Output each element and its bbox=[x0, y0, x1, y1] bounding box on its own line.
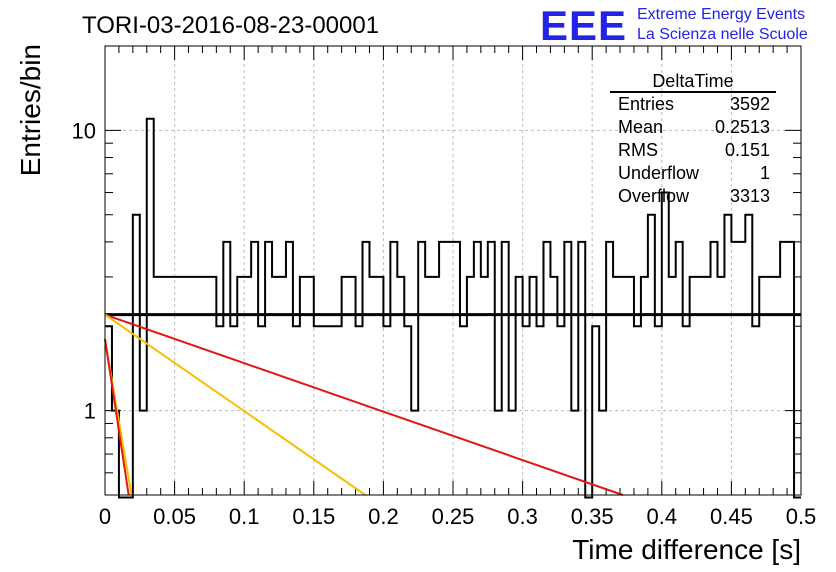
plot-frame bbox=[104, 45, 802, 496]
stats-title: DeltaTime bbox=[652, 71, 733, 91]
x-tick-label: 0.2 bbox=[368, 504, 399, 529]
x-axis-label: Time difference [s] bbox=[572, 534, 801, 565]
fit-line bbox=[104, 338, 130, 496]
fit-line bbox=[104, 313, 624, 496]
eee-logo: EEE bbox=[540, 2, 627, 49]
stats-row-label: RMS bbox=[618, 140, 658, 160]
y-tick-label: 1 bbox=[84, 399, 96, 424]
project-name: Extreme Energy Events bbox=[637, 6, 805, 23]
histogram-steps bbox=[105, 117, 801, 499]
stats-row-label: Mean bbox=[618, 117, 663, 137]
x-tick-label: 0.3 bbox=[507, 504, 538, 529]
stats-row-label: Underflow bbox=[618, 163, 700, 183]
y-tick-label: 10 bbox=[72, 118, 96, 143]
stats-rows: Entries 3592 Mean 0.2513 RMS 0.151 Underflow 1 O… bbox=[618, 94, 770, 206]
stats-row-value: 1 bbox=[760, 163, 770, 183]
x-tick-label: 0.1 bbox=[229, 504, 260, 529]
x-tick-label: 0.35 bbox=[571, 504, 614, 529]
x-tick-label: 0.5 bbox=[786, 504, 817, 529]
x-tick-label: 0.25 bbox=[432, 504, 475, 529]
stats-row-value: 3313 bbox=[730, 186, 770, 206]
x-tick-label: 0.4 bbox=[647, 504, 678, 529]
chart-title: TORI-03-2016-08-23-00001 bbox=[82, 12, 379, 39]
x-tick-label: 0.05 bbox=[153, 504, 196, 529]
stats-row-label: Overflow bbox=[618, 186, 690, 206]
y-axis-label: Entries/bin bbox=[15, 44, 46, 176]
stats-row-value: 0.151 bbox=[725, 140, 770, 160]
fit-line bbox=[104, 313, 366, 496]
x-tick-label: 0.45 bbox=[710, 504, 753, 529]
x-tick-label: 0.15 bbox=[292, 504, 335, 529]
stats-row-value: 3592 bbox=[730, 94, 770, 114]
x-tick-label: 0 bbox=[99, 504, 111, 529]
stats-row-label: Entries bbox=[618, 94, 674, 114]
stats-box: DeltaTime Entries 3592 Mean 0.2513 RMS 0.151 U… bbox=[610, 71, 776, 206]
project-subtitle: La Scienza nelle Scuole bbox=[637, 26, 808, 43]
plot-area: 0 0.05 0.1 0.15 0.2 0.25 0.3 0.35 0.4 0.45 0.5 1 10 bbox=[72, 45, 817, 529]
stats-row-value: 0.2513 bbox=[715, 117, 770, 137]
